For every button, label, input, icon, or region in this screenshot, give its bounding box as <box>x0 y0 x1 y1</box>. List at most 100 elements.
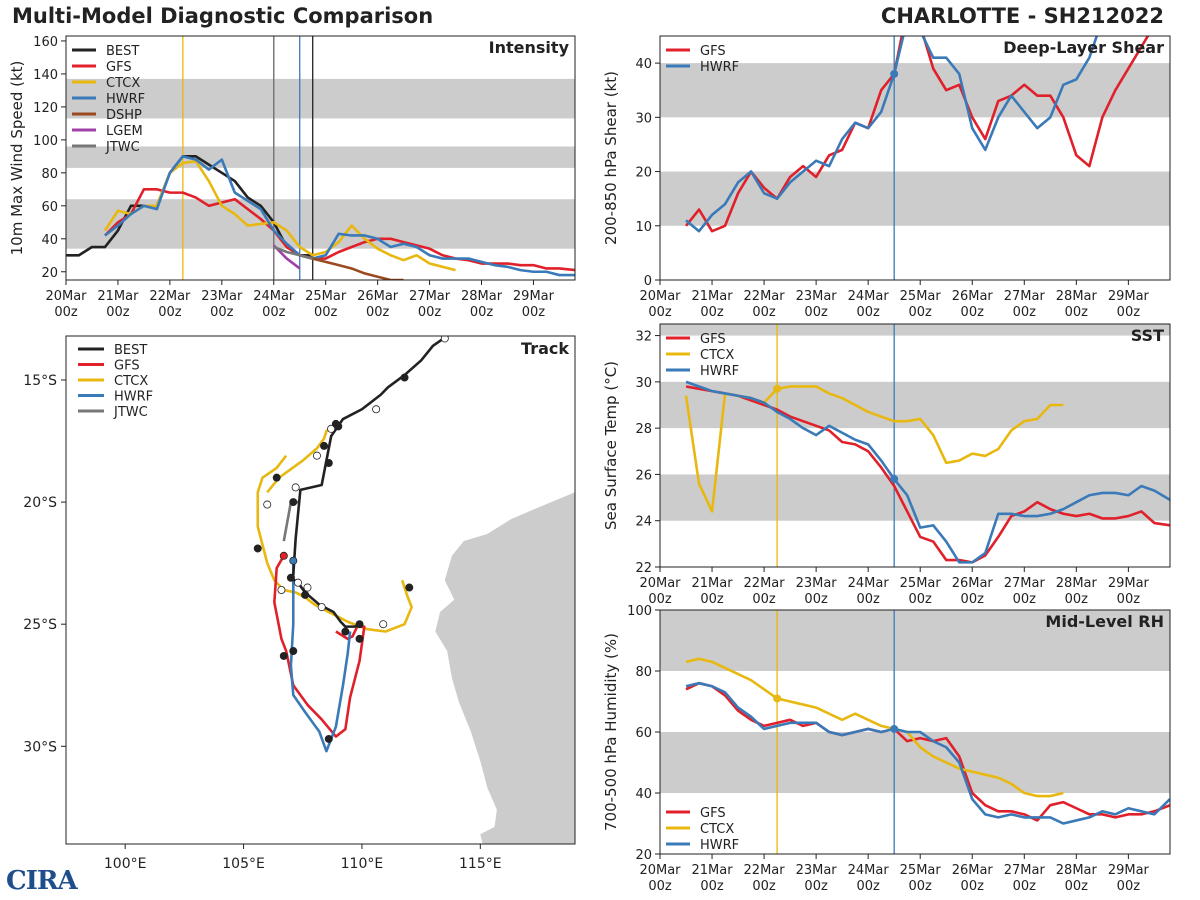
y-tick-label: 30 <box>635 376 652 391</box>
track-point <box>405 583 414 592</box>
y-tick-label: 140 <box>33 68 58 83</box>
legend-label-dshp: DSHP <box>106 108 142 123</box>
lon-tick-label: 100°E <box>104 856 147 872</box>
x-tick-label: 21Mar <box>692 289 734 304</box>
track-point <box>263 500 272 509</box>
australia-landmass <box>435 492 575 844</box>
x-tick-label: 00z <box>961 305 985 320</box>
y-tick-label: 40 <box>635 57 652 72</box>
y-tick-label: 80 <box>635 665 652 680</box>
x-tick-label: 00z <box>752 879 776 894</box>
x-tick-label: 23Mar <box>796 863 838 878</box>
x-tick-label: 00z <box>648 879 672 894</box>
x-tick-label: 00z <box>210 305 234 320</box>
x-tick-label: 28Mar <box>1056 289 1098 304</box>
panel-title: Track <box>521 339 569 358</box>
x-tick-label: 00z <box>909 879 933 894</box>
x-tick-label: 24Mar <box>848 863 890 878</box>
legend-label-best: BEST <box>106 44 139 59</box>
x-tick-label: 27Mar <box>1004 289 1046 304</box>
track-point <box>372 405 381 414</box>
x-tick-label: 29Mar <box>513 289 555 304</box>
y-tick-label: 22 <box>635 561 652 576</box>
x-tick-label: 26Mar <box>952 576 994 591</box>
lon-tick-label: 105°E <box>222 856 265 872</box>
x-tick-label: 20Mar <box>639 863 681 878</box>
cira-logo: CIRA <box>6 866 78 896</box>
series-line-gfs <box>104 188 575 272</box>
track-line-best <box>291 336 450 576</box>
x-tick-label: 00z <box>804 592 828 607</box>
x-tick-label: 28Mar <box>1056 576 1098 591</box>
x-tick-label: 23Mar <box>201 289 243 304</box>
y-tick-label: 30 <box>635 111 652 126</box>
x-tick-label: 00z <box>470 305 494 320</box>
legend-label-gfs: GFS <box>700 332 726 347</box>
series-line-dshp <box>299 254 404 280</box>
x-tick-label: 25Mar <box>305 289 347 304</box>
x-tick-label: 20Mar <box>639 289 681 304</box>
legend-label-jtwc: JTWC <box>105 140 140 155</box>
track-point <box>286 573 295 582</box>
lon-tick-label: 115°E <box>459 856 502 872</box>
y-tick-label: 10 <box>635 220 652 235</box>
legend-label-jtwc: JTWC <box>113 405 148 420</box>
x-tick-label: 29Mar <box>1108 863 1150 878</box>
x-tick-label: 26Mar <box>952 289 994 304</box>
track-point <box>303 583 312 592</box>
track-line-gfs <box>273 555 366 738</box>
track-point <box>400 373 409 382</box>
shading-band <box>660 324 1170 336</box>
series-line-hwrf <box>685 681 1170 825</box>
track-point <box>294 578 303 587</box>
x-tick-label: 21Mar <box>692 863 734 878</box>
legend-label-lgem: LGEM <box>106 124 143 139</box>
track-point <box>334 422 343 431</box>
x-tick-label: 22Mar <box>744 863 786 878</box>
track-point <box>355 620 364 629</box>
y-tick-label: 24 <box>635 515 652 530</box>
x-tick-label: 00z <box>804 305 828 320</box>
x-tick-label: 22Mar <box>744 289 786 304</box>
track-point <box>312 451 321 460</box>
track-point <box>277 586 286 595</box>
x-tick-label: 28Mar <box>1056 863 1098 878</box>
x-tick-label: 00z <box>366 305 390 320</box>
init-marker <box>890 69 899 78</box>
series-line-gfs <box>685 681 1170 822</box>
y-tick-label: 60 <box>41 200 58 215</box>
track-point <box>327 424 336 433</box>
init-marker <box>890 724 899 733</box>
shading-band <box>660 381 1170 429</box>
x-tick-label: 00z <box>1065 305 1089 320</box>
legend-label-ctcx: CTCX <box>700 348 734 363</box>
x-tick-label: 00z <box>1013 592 1037 607</box>
legend-label-hwrf: HWRF <box>106 92 145 107</box>
init-marker <box>773 384 782 393</box>
x-tick-label: 29Mar <box>1108 576 1150 591</box>
legend-label-gfs: GFS <box>700 806 726 821</box>
lat-tick-label: 15°S <box>23 373 57 389</box>
track-point <box>324 734 333 743</box>
plot-area <box>660 610 1170 854</box>
plot-area <box>660 36 1170 280</box>
legend-label-ctcx: CTCX <box>700 822 734 837</box>
y-tick-label: 32 <box>635 330 652 345</box>
series-line-hwrf <box>104 155 575 277</box>
legend-label-ctcx: CTCX <box>106 76 140 91</box>
axes-frame <box>65 35 576 281</box>
legend-label-hwrf: HWRF <box>700 838 739 853</box>
x-tick-label: 00z <box>648 305 672 320</box>
track-point <box>289 647 298 656</box>
y-tick-label: 20 <box>635 166 652 181</box>
x-tick-label: 21Mar <box>97 289 139 304</box>
figure-title: Multi-Model Diagnostic Comparison <box>12 4 434 28</box>
x-tick-label: 24Mar <box>848 289 890 304</box>
x-tick-label: 20Mar <box>639 576 681 591</box>
y-tick-label: 60 <box>635 726 652 741</box>
x-tick-label: 26Mar <box>357 289 399 304</box>
panel-title: Intensity <box>489 38 570 57</box>
plot-area <box>66 36 575 280</box>
y-axis-label: 200-850 hPa Shear (kt) <box>602 71 620 245</box>
lat-tick-label: 20°S <box>23 495 57 511</box>
